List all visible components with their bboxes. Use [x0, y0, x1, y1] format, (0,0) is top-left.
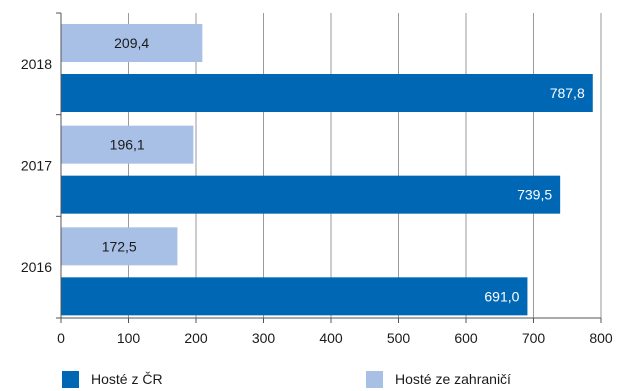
bar-domestic: [61, 277, 528, 316]
legend-label-foreign: Hosté ze zahraničí: [395, 371, 511, 387]
data-label-foreign: 209,4: [114, 35, 149, 51]
legend-item-domestic: Hosté z ČR: [62, 370, 163, 388]
legend-label-domestic: Hosté z ČR: [91, 371, 163, 387]
x-tick-label: 0: [57, 330, 65, 346]
legend-swatch-foreign: [366, 370, 383, 388]
data-label-foreign: 172,5: [102, 238, 137, 254]
data-label-domestic: 691,0: [484, 288, 519, 304]
bar-foreign: [61, 227, 178, 266]
data-label-domestic: 739,5: [517, 187, 552, 203]
x-tick-label: 100: [117, 330, 141, 346]
gridlines: [128, 13, 602, 318]
y-tick-label: 2017: [21, 158, 52, 174]
data-label-foreign: 196,1: [110, 137, 145, 153]
axes: 0 100 200 300 400 500 600 700 800 2018 2017 2016: [21, 12, 613, 346]
bar-foreign: [61, 125, 194, 164]
x-tick-label: 800: [589, 330, 613, 346]
data-label-domestic: 787,8: [550, 85, 585, 101]
x-tick-label: 700: [522, 330, 546, 346]
x-tick-label: 300: [252, 330, 276, 346]
bars: 209,4 787,8 196,1 739,5 172,5 691,0: [61, 24, 593, 316]
legend-swatch-domestic: [62, 370, 79, 388]
y-tick-label: 2018: [21, 56, 52, 72]
x-tick-label: 200: [184, 330, 208, 346]
legend-item-foreign: Hosté ze zahraničí: [366, 370, 511, 388]
x-tick-label: 400: [319, 330, 343, 346]
x-tick-label: 500: [387, 330, 411, 346]
bar-domestic: [61, 74, 593, 112]
y-tick-label: 2016: [21, 259, 52, 275]
bar-foreign: [61, 24, 203, 62]
bar-domestic: [61, 175, 561, 214]
x-tick-label: 600: [454, 330, 478, 346]
